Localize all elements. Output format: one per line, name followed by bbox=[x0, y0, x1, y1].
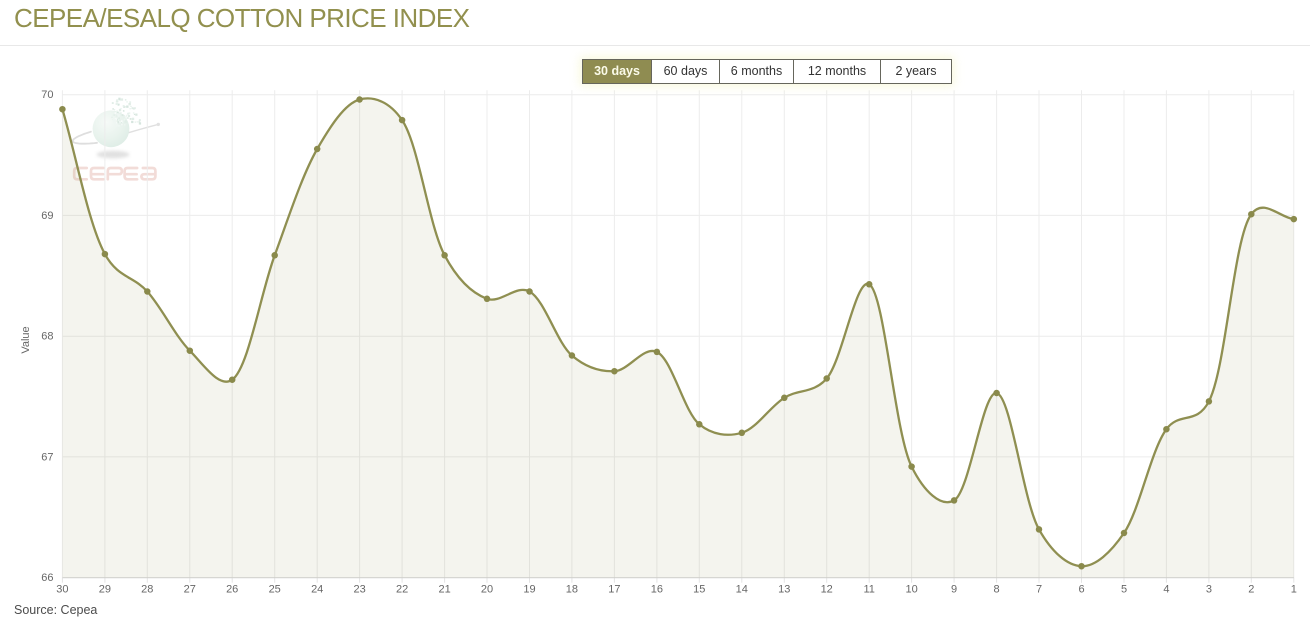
svg-text:6: 6 bbox=[1078, 584, 1084, 596]
svg-text:19: 19 bbox=[523, 584, 535, 596]
svg-text:20: 20 bbox=[481, 584, 493, 596]
svg-text:29: 29 bbox=[99, 584, 111, 596]
svg-text:1: 1 bbox=[1291, 584, 1297, 596]
svg-text:15: 15 bbox=[693, 584, 705, 596]
svg-text:23: 23 bbox=[353, 584, 365, 596]
svg-text:28: 28 bbox=[141, 584, 153, 596]
svg-text:13: 13 bbox=[778, 584, 790, 596]
svg-text:Value: Value bbox=[20, 326, 32, 353]
svg-text:69: 69 bbox=[41, 210, 53, 222]
svg-text:5: 5 bbox=[1121, 584, 1127, 596]
svg-text:4: 4 bbox=[1163, 584, 1169, 596]
svg-text:11: 11 bbox=[863, 584, 874, 596]
svg-text:26: 26 bbox=[226, 584, 238, 596]
svg-text:14: 14 bbox=[736, 584, 748, 596]
svg-text:21: 21 bbox=[438, 584, 450, 596]
svg-text:70: 70 bbox=[41, 89, 53, 101]
svg-text:67: 67 bbox=[41, 451, 53, 463]
svg-text:8: 8 bbox=[994, 584, 1000, 596]
svg-text:3: 3 bbox=[1206, 584, 1212, 596]
svg-text:2: 2 bbox=[1248, 584, 1254, 596]
svg-text:22: 22 bbox=[396, 584, 408, 596]
svg-text:68: 68 bbox=[41, 331, 53, 343]
svg-text:12: 12 bbox=[821, 584, 833, 596]
svg-text:27: 27 bbox=[184, 584, 196, 596]
svg-text:66: 66 bbox=[41, 572, 53, 584]
svg-text:18: 18 bbox=[566, 584, 578, 596]
svg-text:10: 10 bbox=[905, 584, 917, 596]
svg-text:17: 17 bbox=[608, 584, 620, 596]
svg-text:30: 30 bbox=[56, 584, 68, 596]
svg-text:7: 7 bbox=[1036, 584, 1042, 596]
svg-text:9: 9 bbox=[951, 584, 957, 596]
svg-text:24: 24 bbox=[311, 584, 323, 596]
svg-text:16: 16 bbox=[651, 584, 663, 596]
svg-text:25: 25 bbox=[269, 584, 281, 596]
